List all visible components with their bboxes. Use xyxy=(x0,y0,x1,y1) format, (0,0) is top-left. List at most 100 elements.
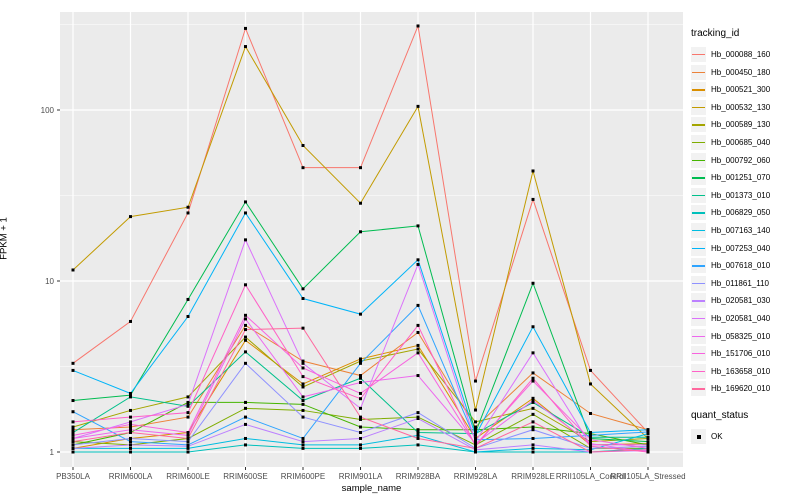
data-point xyxy=(244,338,247,342)
legend-item-label: Hb_001373_010 xyxy=(711,190,771,200)
data-point xyxy=(244,26,247,30)
data-point xyxy=(646,450,650,454)
data-point xyxy=(474,428,477,432)
data-point xyxy=(531,399,535,403)
plot-panel xyxy=(60,12,683,467)
data-point xyxy=(474,420,477,424)
data-point xyxy=(129,425,132,429)
data-point xyxy=(359,406,362,410)
data-point xyxy=(589,435,592,439)
data-point xyxy=(244,443,247,447)
legend-line-icon xyxy=(692,54,705,56)
data-point xyxy=(646,448,650,452)
x-tick-label: RRIM901LA xyxy=(339,472,383,481)
data-point xyxy=(531,428,535,432)
data-point xyxy=(244,317,247,321)
data-point xyxy=(359,312,362,316)
legend-line-icon xyxy=(692,265,705,267)
data-point xyxy=(646,432,650,436)
legend-line-icon xyxy=(692,353,705,355)
data-point xyxy=(301,436,305,440)
data-point xyxy=(71,268,75,272)
legend-item: Hb_151706_010 xyxy=(691,346,799,362)
data-point xyxy=(186,450,190,454)
data-point xyxy=(244,422,247,426)
legend-item: Hb_000521_300 xyxy=(691,82,799,98)
data-point xyxy=(531,197,535,201)
legend-item-label: Hb_020581_040 xyxy=(711,313,771,323)
legend-item: Hb_001251_070 xyxy=(691,170,799,186)
data-point xyxy=(244,400,247,404)
legend-item-ok: OK xyxy=(691,429,799,445)
data-point xyxy=(589,438,592,442)
data-point xyxy=(359,417,362,421)
legend-item-label: Hb_169620_010 xyxy=(711,384,771,394)
data-point xyxy=(416,104,420,108)
data-point xyxy=(646,440,650,444)
data-point xyxy=(71,425,75,429)
y-axis-title: FPKM + 1 xyxy=(0,217,10,260)
legend-line-icon xyxy=(692,300,705,302)
data-point xyxy=(531,400,535,404)
legend-item: Hb_007163_140 xyxy=(691,222,799,238)
data-point xyxy=(301,395,305,399)
data-point xyxy=(129,450,132,454)
data-point xyxy=(301,443,305,447)
data-point xyxy=(71,443,75,447)
legend-items: Hb_000088_160 Hb_000450_180 Hb_000521_300 H… xyxy=(691,47,799,397)
data-point xyxy=(589,442,592,446)
legend-item-label: Hb_163658_010 xyxy=(711,366,771,376)
legend-key-swatch xyxy=(691,82,706,98)
data-point xyxy=(129,408,132,412)
data-point xyxy=(416,347,420,351)
data-point xyxy=(71,368,75,372)
x-tick-label: RRIM928LA xyxy=(454,472,498,481)
data-point xyxy=(646,435,650,439)
legend-key-swatch xyxy=(691,117,706,133)
data-point xyxy=(474,446,477,450)
x-tick-label: RRII105LA_Stressed xyxy=(610,472,685,481)
data-point xyxy=(416,433,420,437)
data-point xyxy=(244,436,247,440)
data-point xyxy=(129,436,132,440)
x-tick-label: RRIM600PE xyxy=(281,472,325,481)
legend-line-icon xyxy=(692,106,705,109)
data-point xyxy=(646,443,650,447)
data-point xyxy=(531,446,535,450)
black-square-point-icon xyxy=(696,434,701,439)
data-point xyxy=(129,440,132,444)
data-point xyxy=(244,323,247,327)
data-point xyxy=(186,400,190,404)
legend-item: Hb_011861_110 xyxy=(691,275,799,291)
data-point xyxy=(301,382,305,386)
data-point xyxy=(301,287,305,291)
legend-item-label: Hb_007163_140 xyxy=(711,225,771,235)
data-point xyxy=(416,443,420,447)
legend-item-label: Hb_000521_300 xyxy=(711,85,771,95)
data-point xyxy=(301,399,305,403)
data-point xyxy=(129,428,132,432)
legend-key-swatch xyxy=(691,328,706,344)
data-point xyxy=(359,361,362,365)
data-point xyxy=(359,201,362,205)
data-point xyxy=(71,361,75,365)
data-point xyxy=(301,408,305,412)
data-point xyxy=(129,446,132,450)
data-point xyxy=(244,361,247,365)
y-tick-label: 100 xyxy=(41,106,55,115)
data-point xyxy=(71,399,75,403)
data-point xyxy=(301,415,305,419)
legend-line-icon xyxy=(692,159,705,161)
data-point xyxy=(359,431,362,435)
legend-key-swatch xyxy=(691,222,706,238)
legend-line-icon xyxy=(692,141,705,144)
data-point xyxy=(531,436,535,440)
data-point xyxy=(359,425,362,429)
data-point xyxy=(359,380,362,384)
data-point xyxy=(416,262,420,266)
data-point xyxy=(589,440,592,444)
data-point xyxy=(359,415,362,419)
data-point xyxy=(301,440,305,444)
data-point xyxy=(531,351,535,355)
